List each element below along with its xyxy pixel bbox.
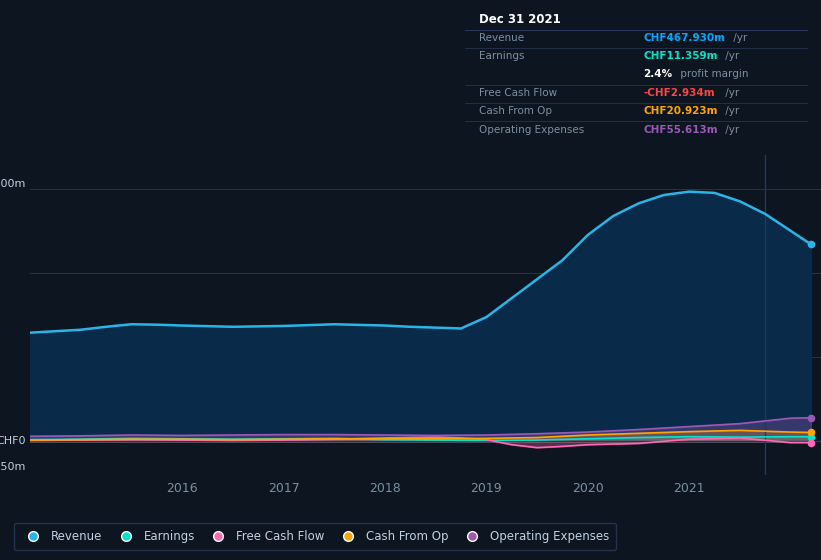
- Legend: Revenue, Earnings, Free Cash Flow, Cash From Op, Operating Expenses: Revenue, Earnings, Free Cash Flow, Cash …: [14, 523, 616, 550]
- Text: CHF467.930m: CHF467.930m: [644, 32, 726, 43]
- Text: CHF20.923m: CHF20.923m: [644, 106, 718, 116]
- Point: [805, 432, 818, 441]
- Text: CHF0: CHF0: [0, 436, 26, 446]
- Text: 2.4%: 2.4%: [644, 69, 672, 80]
- Text: profit margin: profit margin: [677, 69, 749, 80]
- Text: -CHF50m: -CHF50m: [0, 463, 26, 473]
- Text: /yr: /yr: [722, 88, 740, 98]
- Text: Dec 31 2021: Dec 31 2021: [479, 13, 561, 26]
- Text: /yr: /yr: [722, 51, 740, 61]
- Text: Operating Expenses: Operating Expenses: [479, 125, 584, 134]
- Point: [805, 428, 818, 437]
- Text: /yr: /yr: [722, 106, 740, 116]
- Text: CHF600m: CHF600m: [0, 179, 26, 189]
- Text: CHF11.359m: CHF11.359m: [644, 51, 718, 61]
- Point: [805, 240, 818, 249]
- Point: [805, 413, 818, 422]
- Text: CHF55.613m: CHF55.613m: [644, 125, 718, 134]
- Text: Earnings: Earnings: [479, 51, 525, 61]
- Text: -CHF2.934m: -CHF2.934m: [644, 88, 715, 98]
- Text: Free Cash Flow: Free Cash Flow: [479, 88, 557, 98]
- Text: Cash From Op: Cash From Op: [479, 106, 552, 116]
- Text: Revenue: Revenue: [479, 32, 524, 43]
- Point: [805, 438, 818, 447]
- Text: /yr: /yr: [722, 125, 740, 134]
- Text: /yr: /yr: [730, 32, 747, 43]
